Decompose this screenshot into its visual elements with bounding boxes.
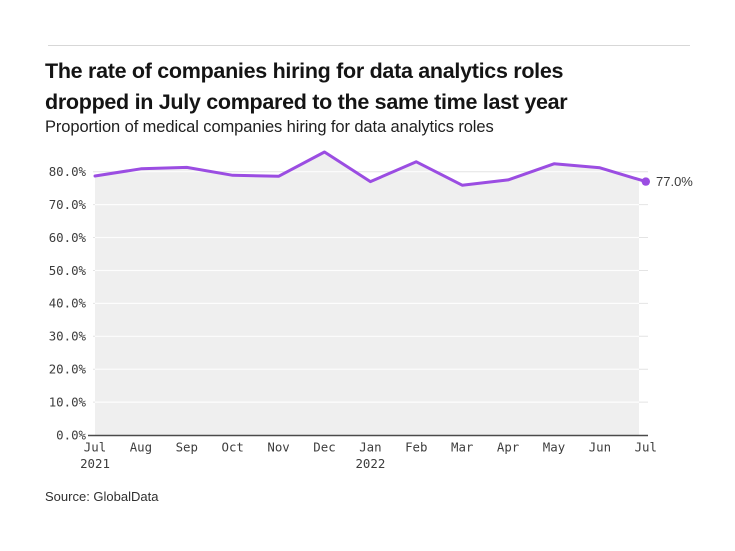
x-axis-label: Apr <box>497 440 519 455</box>
x-axis-label: Dec <box>313 440 335 455</box>
x-axis-label: Oct <box>222 440 244 455</box>
x-axis-label: Feb <box>405 440 427 455</box>
end-value-label: 77.0% <box>656 174 693 189</box>
source-text: Source: GlobalData <box>45 489 159 504</box>
x-axis-label: Aug <box>130 440 152 455</box>
x-axis-label: Jul <box>635 440 657 455</box>
page-title: The rate of companies hiring for data an… <box>45 56 693 118</box>
x-axis-label: Sep <box>176 440 198 455</box>
x-axis-label: Jun <box>589 440 611 455</box>
trend-line <box>93 150 648 187</box>
x-axis-label: Nov <box>267 440 289 455</box>
page-title-line1: The rate of companies hiring for data an… <box>45 59 564 83</box>
x-axis-label: Jul <box>84 440 106 455</box>
x-axis-year-label: 2021 <box>80 456 110 471</box>
gridlines-on-fill <box>95 171 639 403</box>
y-axis-label: 40.0% <box>49 296 87 311</box>
page-title-line2: dropped in July compared to the same tim… <box>45 90 568 114</box>
y-axis-label: 30.0% <box>49 329 87 344</box>
y-axis-label: 10.0% <box>49 394 87 409</box>
area-fill <box>95 152 639 435</box>
last-point-marker <box>641 177 650 186</box>
y-axis-label: 20.0% <box>49 362 87 377</box>
y-axis-label: 0.0% <box>56 427 86 442</box>
page-subtitle: Proportion of medical companies hiring f… <box>45 118 494 136</box>
x-axis-label: Mar <box>451 440 473 455</box>
y-axis-label: 50.0% <box>49 263 87 278</box>
top-divider <box>48 45 690 46</box>
x-axis-label: Jan <box>359 440 381 455</box>
y-axis-label: 70.0% <box>49 197 87 212</box>
y-axis-label: 80.0% <box>49 164 87 179</box>
y-axis-label: 60.0% <box>49 230 87 245</box>
x-axis-year-label: 2022 <box>355 456 385 471</box>
x-axis-label: May <box>543 440 565 455</box>
